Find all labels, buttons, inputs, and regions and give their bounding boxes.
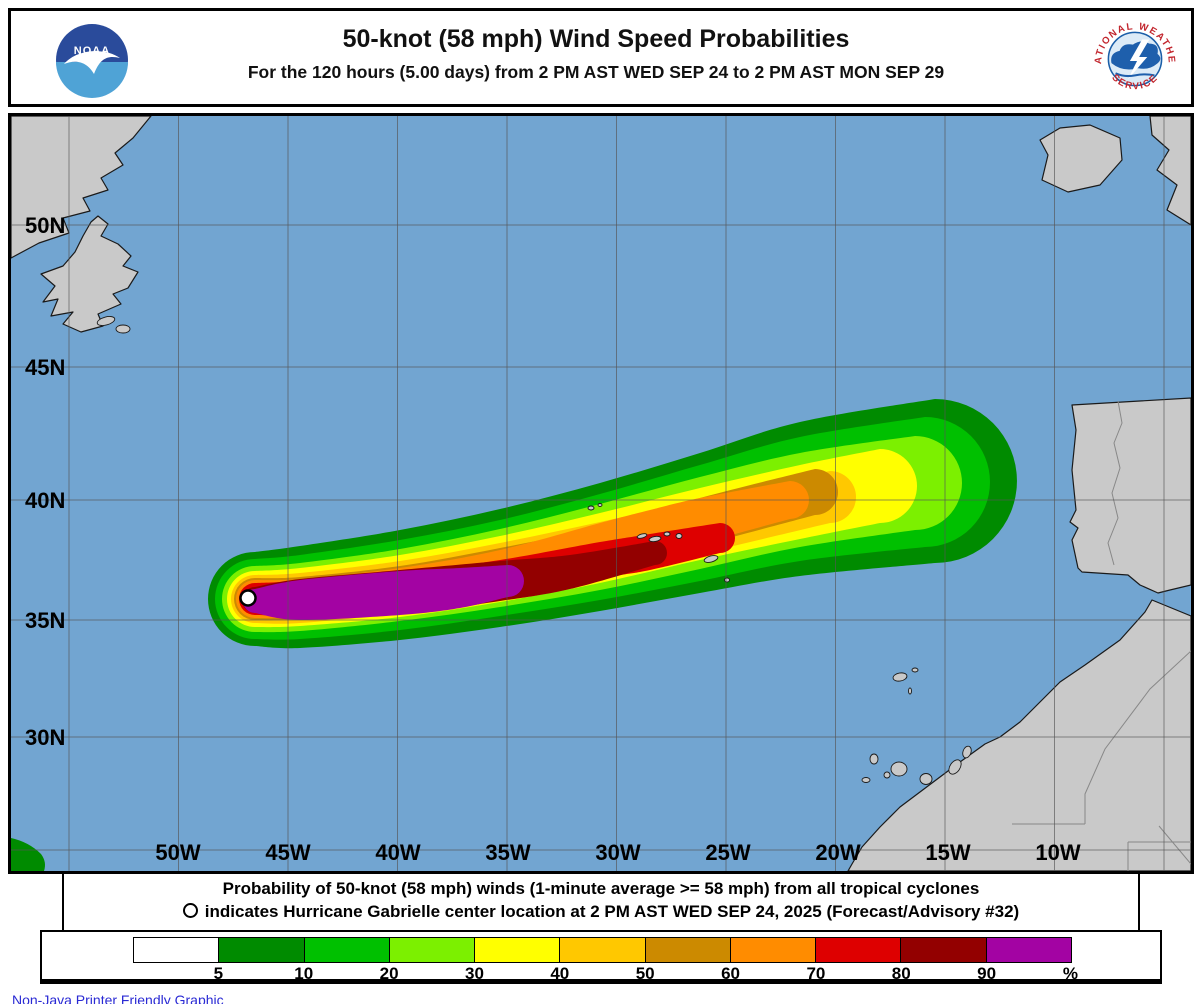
island <box>892 672 908 682</box>
island <box>919 773 933 785</box>
legend-colorbar <box>133 937 1072 963</box>
island <box>861 777 871 783</box>
legend-tick-label: 90 <box>977 964 997 983</box>
lat-label: 30N <box>25 725 65 750</box>
island <box>648 535 662 543</box>
storm-center-marker <box>239 589 257 607</box>
island <box>962 745 972 759</box>
legend-cell-0 <box>133 937 220 963</box>
noaa-logo-bottom <box>56 62 128 98</box>
legend-cell-2 <box>303 937 390 963</box>
legend-tick-label: 20 <box>379 964 399 983</box>
lon-label: 10W <box>1035 840 1080 865</box>
lon-label: 15W <box>925 840 970 865</box>
legend-tick-label: 60 <box>721 964 740 983</box>
caption-line2-text: indicates Hurricane Gabrielle center loc… <box>204 902 1020 921</box>
lon-label: 40W <box>375 840 420 865</box>
legend-cell-3 <box>388 937 476 963</box>
legend-tick-label: 50 <box>635 964 655 983</box>
legend-tick-label: 5 <box>213 964 224 983</box>
noaa-gull-icon <box>64 51 120 74</box>
page-subtitle: For the 120 hours (5.00 days) from 2 PM … <box>247 62 945 82</box>
lat-label: 45N <box>25 355 65 380</box>
island <box>908 687 912 695</box>
lon-label: 25W <box>705 840 750 865</box>
legend-cell-5 <box>559 937 646 963</box>
lon-label: 35W <box>485 840 530 865</box>
legend-cell-8 <box>815 937 902 963</box>
land-newfoundland <box>40 215 139 333</box>
prob-band-corner <box>11 838 45 871</box>
nws-logo: NATIONAL WEATHER SERVICE <box>1091 15 1178 102</box>
map-svg: 50W 45W 40W 35W 30W 25W 20W 15W 10W 50N 45N 40N 35N 3… <box>11 116 1191 871</box>
nws-lightning-icon <box>1127 39 1150 80</box>
lon-label: 20W <box>815 840 860 865</box>
island <box>883 771 891 779</box>
title-wrap: 50-knot (58 mph) Wind Speed Probabilitie… <box>121 11 1071 104</box>
island <box>96 316 116 326</box>
country-border <box>1107 400 1123 566</box>
land-iberia <box>1069 397 1191 594</box>
legend-tick-label: 10 <box>294 964 314 983</box>
legend-cell-4 <box>474 937 561 963</box>
lon-label: 50W <box>155 840 200 865</box>
legend-labels: 5 10 20 30 40 50 60 70 80 90% <box>133 964 1078 983</box>
legend-tick-label: 70 <box>806 964 826 983</box>
legend-tick-label: 40 <box>550 964 570 983</box>
land-ireland <box>1039 124 1123 193</box>
map-box: 50W 45W 40W 35W 30W 25W 20W 15W 10W 50N 45N 40N 35N 3… <box>8 113 1194 874</box>
legend-cell-7 <box>729 937 817 963</box>
island <box>587 505 595 511</box>
legend-cell-6 <box>644 937 731 963</box>
island <box>948 759 962 775</box>
legend-box: 5 10 20 30 40 50 60 70 80 90% <box>40 930 1162 984</box>
caption-box: Probability of 50-knot (58 mph) winds (1… <box>62 872 1140 932</box>
land-africa <box>847 599 1191 871</box>
island <box>890 761 908 777</box>
island <box>869 753 879 765</box>
lat-label: 35N <box>25 608 65 633</box>
caption-line1: Probability of 50-knot (58 mph) winds (1… <box>222 879 980 898</box>
center-marker-symbol <box>182 903 198 918</box>
page-title: 50-knot (58 mph) Wind Speed Probabilitie… <box>342 25 850 53</box>
nws-wave-icon <box>1115 72 1155 78</box>
lat-label: 50N <box>25 213 65 238</box>
lon-label: 45W <box>265 840 310 865</box>
island <box>911 667 919 673</box>
noaa-logo-text: NOAA <box>74 45 110 57</box>
island <box>675 533 683 539</box>
land-britain <box>1149 116 1191 226</box>
legend-cell-9 <box>900 937 987 963</box>
printer-friendly-link[interactable]: Non-Java Printer Friendly Graphic <box>12 992 224 1004</box>
island <box>115 324 131 334</box>
prob-band-90pct <box>243 565 524 621</box>
lat-label: 40N <box>25 488 65 513</box>
legend-tick-label: 30 <box>464 964 484 983</box>
caption-line2: indicates Hurricane Gabrielle center loc… <box>64 902 1138 922</box>
legend-tick-label: 80 <box>891 964 911 983</box>
island <box>724 577 730 583</box>
noaa-logo: NOAA <box>56 24 128 98</box>
header: NOAA 50-knot (58 mph) Wind Speed Probabi… <box>8 8 1194 107</box>
island <box>636 533 648 539</box>
legend-unit-label: % <box>1062 964 1079 983</box>
legend-cell-1 <box>218 937 305 963</box>
island <box>663 531 671 537</box>
island <box>703 555 719 563</box>
land-labrador <box>11 116 152 259</box>
legend-cell-10 <box>985 937 1072 963</box>
island <box>597 503 603 507</box>
lon-label: 30W <box>595 840 640 865</box>
